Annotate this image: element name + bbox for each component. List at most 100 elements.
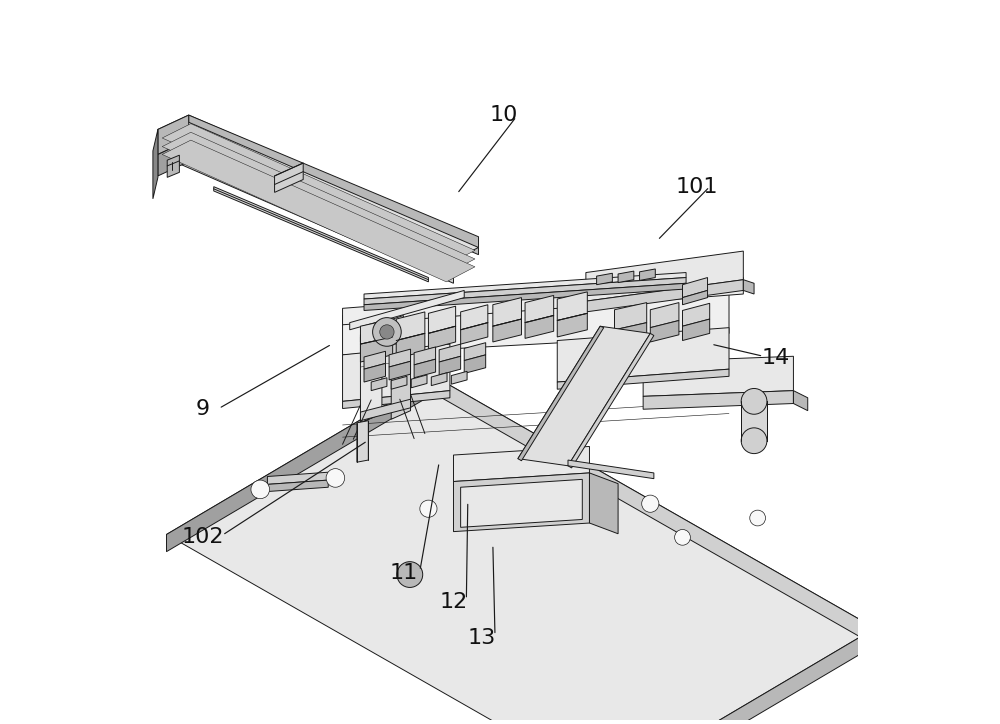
Polygon shape: [371, 378, 387, 391]
Text: 10: 10: [489, 105, 518, 125]
Polygon shape: [391, 325, 411, 419]
Polygon shape: [439, 344, 461, 362]
Polygon shape: [360, 319, 393, 344]
Polygon shape: [343, 344, 450, 401]
Polygon shape: [343, 391, 450, 408]
Polygon shape: [428, 306, 456, 333]
Text: 101: 101: [676, 177, 718, 197]
Polygon shape: [371, 333, 403, 351]
Polygon shape: [640, 269, 655, 280]
Polygon shape: [391, 376, 407, 390]
Polygon shape: [464, 355, 486, 374]
Text: 13: 13: [468, 628, 496, 647]
Polygon shape: [518, 327, 604, 460]
Polygon shape: [428, 327, 456, 349]
Polygon shape: [525, 316, 554, 338]
Polygon shape: [682, 303, 710, 327]
Polygon shape: [371, 316, 403, 344]
Polygon shape: [743, 279, 754, 294]
Text: 102: 102: [182, 527, 224, 547]
Circle shape: [675, 529, 690, 545]
Polygon shape: [158, 130, 453, 283]
Polygon shape: [431, 373, 447, 386]
Polygon shape: [615, 323, 647, 344]
Polygon shape: [643, 391, 793, 409]
Polygon shape: [439, 356, 461, 375]
Polygon shape: [586, 251, 743, 301]
Polygon shape: [389, 361, 411, 380]
Text: 14: 14: [761, 348, 790, 369]
Polygon shape: [461, 323, 488, 344]
Circle shape: [741, 389, 767, 414]
Circle shape: [373, 318, 401, 346]
Polygon shape: [589, 473, 618, 534]
Polygon shape: [493, 319, 521, 342]
Polygon shape: [364, 351, 385, 369]
Circle shape: [420, 500, 437, 518]
Polygon shape: [414, 347, 436, 365]
Polygon shape: [158, 115, 189, 154]
Polygon shape: [364, 272, 686, 299]
Polygon shape: [453, 473, 589, 531]
Polygon shape: [607, 628, 875, 724]
Polygon shape: [158, 122, 479, 264]
Polygon shape: [214, 187, 428, 282]
Polygon shape: [364, 277, 686, 305]
Polygon shape: [461, 479, 582, 527]
Polygon shape: [464, 342, 486, 361]
Polygon shape: [682, 319, 710, 340]
Polygon shape: [162, 124, 475, 266]
Polygon shape: [360, 328, 382, 423]
Circle shape: [741, 428, 767, 454]
Polygon shape: [267, 472, 328, 484]
Polygon shape: [389, 349, 411, 367]
Polygon shape: [158, 140, 189, 176]
Polygon shape: [461, 305, 488, 330]
Polygon shape: [557, 292, 587, 321]
Polygon shape: [360, 399, 411, 421]
Circle shape: [750, 510, 766, 526]
Circle shape: [251, 480, 270, 499]
Polygon shape: [396, 333, 425, 358]
Polygon shape: [682, 277, 708, 298]
Polygon shape: [557, 313, 587, 337]
Polygon shape: [741, 401, 767, 441]
Polygon shape: [618, 271, 634, 282]
Polygon shape: [189, 115, 479, 255]
Polygon shape: [615, 303, 647, 330]
Polygon shape: [153, 130, 158, 199]
Polygon shape: [597, 273, 612, 285]
Polygon shape: [586, 279, 743, 312]
Polygon shape: [568, 460, 654, 479]
Text: 9: 9: [196, 398, 210, 418]
Polygon shape: [364, 363, 385, 382]
Polygon shape: [493, 298, 521, 327]
Polygon shape: [158, 115, 479, 258]
Polygon shape: [793, 391, 808, 411]
Polygon shape: [557, 328, 729, 382]
Polygon shape: [350, 290, 464, 330]
Polygon shape: [650, 321, 679, 342]
Circle shape: [326, 468, 345, 487]
Polygon shape: [162, 132, 475, 274]
Polygon shape: [360, 323, 411, 342]
Polygon shape: [167, 155, 179, 177]
Circle shape: [380, 325, 394, 339]
Polygon shape: [343, 294, 729, 355]
Polygon shape: [411, 375, 427, 388]
Polygon shape: [525, 295, 554, 323]
Circle shape: [397, 562, 423, 587]
Polygon shape: [396, 312, 425, 340]
Polygon shape: [453, 447, 589, 481]
Polygon shape: [357, 421, 368, 462]
Text: 11: 11: [389, 563, 418, 583]
Polygon shape: [360, 337, 393, 362]
Polygon shape: [650, 303, 679, 328]
Polygon shape: [451, 371, 467, 384]
Polygon shape: [414, 359, 436, 378]
Polygon shape: [166, 376, 875, 724]
Polygon shape: [682, 290, 708, 305]
Circle shape: [642, 495, 659, 513]
Polygon shape: [643, 356, 793, 396]
Polygon shape: [275, 163, 303, 193]
